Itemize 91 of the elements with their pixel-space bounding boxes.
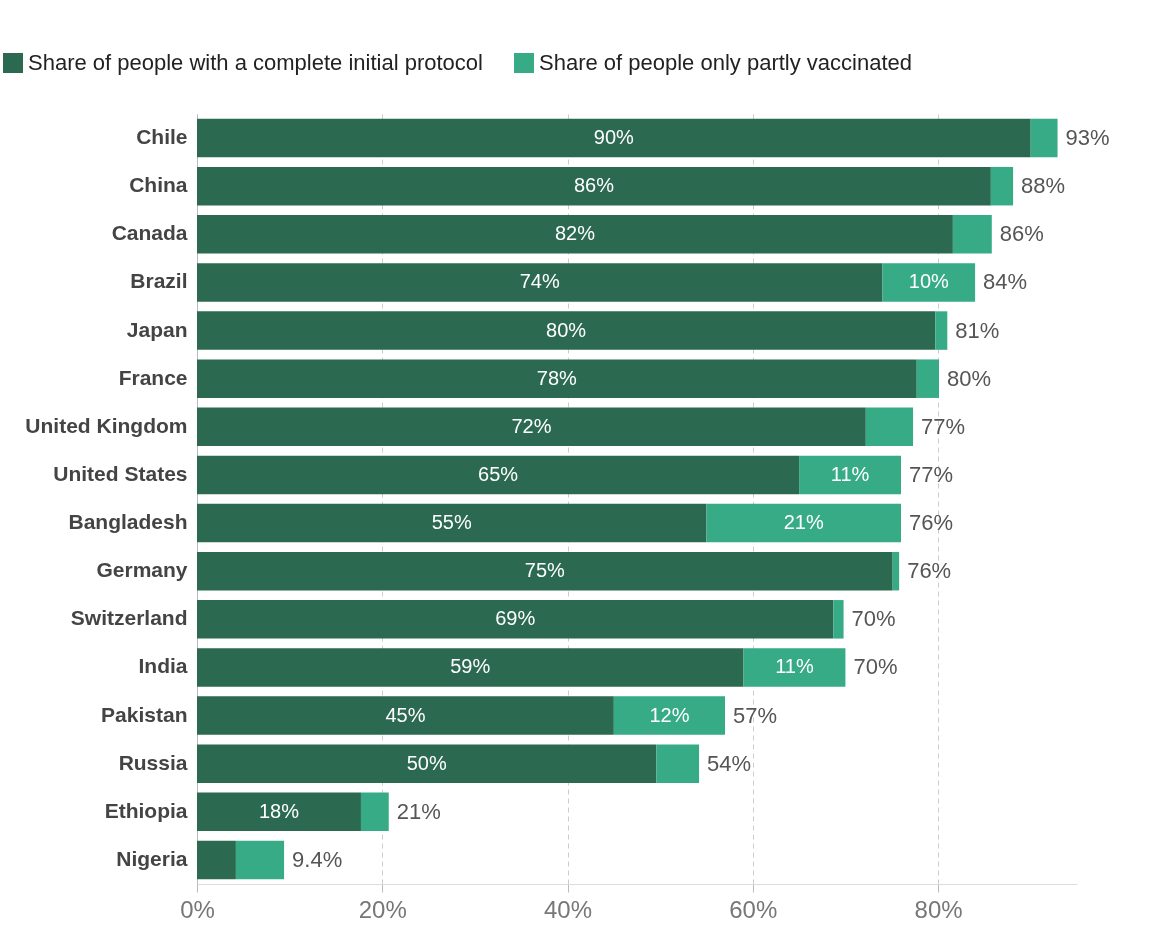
y-tick-label: Canada bbox=[111, 221, 188, 245]
y-tick-label: Pakistan bbox=[101, 702, 188, 726]
total-label: 9.4% bbox=[292, 846, 343, 872]
data-label: 69% bbox=[495, 607, 536, 630]
total-label: 57% bbox=[733, 702, 778, 728]
bar bbox=[197, 166, 991, 206]
bar bbox=[613, 696, 725, 735]
data-label: 55% bbox=[431, 511, 472, 534]
x-tick-label: 40% bbox=[544, 895, 593, 923]
bar bbox=[743, 648, 846, 687]
bar bbox=[990, 166, 1014, 206]
data-label: 75% bbox=[524, 559, 566, 582]
legend-label: Share of people with a complete initial protocol bbox=[28, 50, 483, 75]
bar bbox=[197, 792, 361, 832]
y-tick-label: Switzerland bbox=[70, 606, 188, 630]
bar bbox=[1030, 118, 1058, 158]
y-tick-label: India bbox=[138, 654, 188, 678]
data-label: 11% bbox=[830, 462, 870, 485]
x-tick-label: 60% bbox=[729, 895, 778, 923]
total-label: 81% bbox=[955, 317, 1000, 343]
total-label: 80% bbox=[946, 365, 992, 391]
total-label: 76% bbox=[909, 510, 954, 536]
y-tick-label: Nigeria bbox=[116, 846, 188, 870]
total-label: 84% bbox=[983, 269, 1028, 295]
data-label: 80% bbox=[546, 318, 587, 341]
bar bbox=[706, 503, 901, 543]
x-tick-label: 80% bbox=[914, 895, 963, 923]
bar bbox=[197, 359, 917, 398]
bar bbox=[197, 648, 744, 687]
bar bbox=[197, 744, 657, 783]
total-label: 54% bbox=[707, 750, 752, 776]
x-tick-label: 0% bbox=[180, 895, 215, 923]
bar bbox=[197, 311, 936, 350]
bar bbox=[197, 503, 707, 543]
data-label: 74% bbox=[519, 270, 560, 293]
data-label: 86% bbox=[573, 174, 615, 197]
bar bbox=[799, 455, 901, 495]
bar bbox=[865, 407, 914, 447]
data-label: 82% bbox=[554, 222, 596, 245]
bar bbox=[935, 311, 948, 350]
y-tick-label: Bangladesh bbox=[68, 510, 188, 534]
bar bbox=[197, 263, 883, 302]
bar bbox=[197, 840, 236, 880]
bar bbox=[892, 551, 900, 591]
data-label: 21% bbox=[783, 511, 824, 534]
total-label: 70% bbox=[853, 654, 898, 680]
total-label: 70% bbox=[851, 606, 896, 632]
data-label: 59% bbox=[450, 655, 491, 678]
y-tick-label: Germany bbox=[96, 558, 188, 582]
y-tick-label: United Kingdom bbox=[25, 413, 188, 437]
total-label: 77% bbox=[921, 413, 966, 439]
y-tick-label: France bbox=[118, 365, 188, 389]
data-label: 45% bbox=[385, 703, 426, 726]
bar bbox=[197, 455, 800, 495]
total-label: 88% bbox=[1021, 173, 1066, 199]
bar bbox=[833, 600, 844, 639]
bar bbox=[197, 696, 614, 735]
bar bbox=[197, 118, 1031, 158]
data-label: 65% bbox=[478, 462, 519, 485]
y-tick-label: Russia bbox=[118, 750, 188, 774]
data-label: 78% bbox=[536, 366, 578, 389]
y-tick-label: Japan bbox=[126, 317, 188, 341]
total-label: 76% bbox=[907, 558, 952, 584]
total-label: 93% bbox=[1065, 125, 1110, 151]
bar bbox=[197, 600, 834, 639]
y-tick-label: Ethiopia bbox=[104, 798, 188, 822]
bar bbox=[952, 215, 992, 254]
total-label: 21% bbox=[396, 798, 441, 824]
total-label: 77% bbox=[909, 461, 954, 487]
bar bbox=[882, 263, 976, 302]
bar bbox=[197, 407, 866, 447]
bar bbox=[197, 215, 953, 254]
y-tick-label: China bbox=[129, 173, 188, 197]
data-label: 12% bbox=[649, 703, 690, 726]
bar bbox=[197, 551, 893, 591]
bar bbox=[916, 359, 939, 398]
data-label: 11% bbox=[775, 655, 814, 678]
legend-label: Share of people only partly vaccinated bbox=[539, 50, 913, 75]
bar bbox=[235, 840, 285, 880]
data-label: 72% bbox=[511, 414, 552, 437]
x-tick-label: 20% bbox=[358, 895, 407, 923]
total-label: 86% bbox=[999, 221, 1044, 247]
bar bbox=[360, 792, 389, 832]
y-tick-label: Chile bbox=[136, 125, 188, 149]
bar bbox=[656, 744, 700, 783]
data-label: 18% bbox=[258, 799, 300, 822]
data-label: 10% bbox=[908, 270, 950, 293]
y-tick-label: Brazil bbox=[130, 269, 188, 293]
y-tick-label: United States bbox=[53, 461, 188, 485]
data-label: 90% bbox=[593, 126, 635, 149]
data-label: 50% bbox=[406, 751, 447, 774]
